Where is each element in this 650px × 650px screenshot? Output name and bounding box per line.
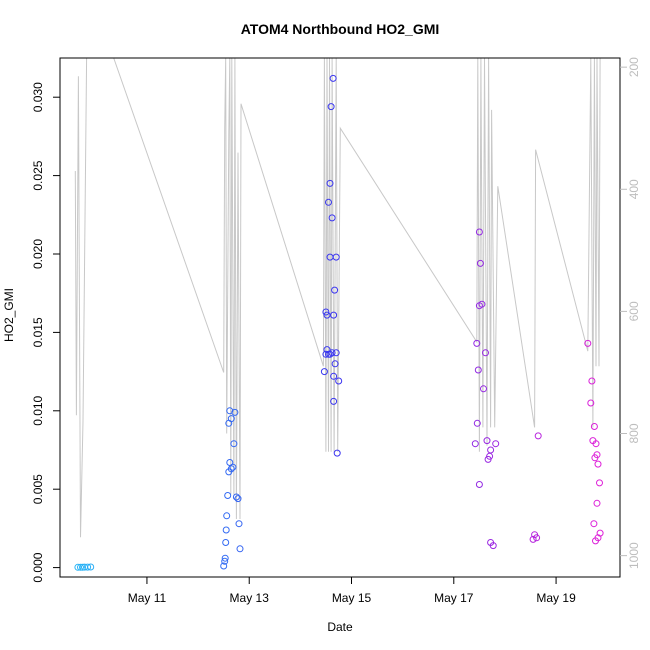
y-axis-label: HO2_GMI — [2, 288, 16, 342]
data-point — [231, 408, 239, 416]
y2-tick-label: 200 — [627, 57, 641, 77]
data-point — [475, 228, 483, 236]
x-tick-label: May 11 — [128, 591, 167, 605]
data-point — [227, 465, 235, 473]
data-point — [483, 437, 491, 445]
data-point — [487, 446, 495, 454]
data-point — [236, 545, 244, 553]
data-point — [587, 399, 595, 407]
y-tick-label: 0.025 — [31, 160, 45, 190]
data-point — [489, 542, 497, 550]
data-point — [84, 563, 92, 571]
data-point — [475, 481, 483, 488]
y2-tick-label: 400 — [627, 179, 641, 199]
data-point — [584, 339, 592, 347]
data-point — [234, 495, 242, 503]
y-tick-label: 0.000 — [31, 552, 45, 582]
y2-tick-label: 1000 — [627, 542, 641, 569]
data-point — [326, 350, 334, 358]
x-axis: May 11 May 13 May 15 May 17 May 19 — [128, 576, 576, 605]
data-point — [592, 440, 600, 448]
y2-tick-label: 600 — [627, 301, 641, 321]
data-point — [476, 259, 484, 267]
data-point — [596, 479, 603, 487]
data-point — [332, 253, 340, 261]
data-point — [323, 311, 331, 319]
data-point — [226, 459, 234, 466]
data-point — [482, 349, 489, 357]
data-point — [533, 534, 541, 542]
data-point — [232, 493, 240, 501]
data-point — [588, 377, 596, 385]
y-tick-label: 0.030 — [31, 82, 45, 112]
data-point — [596, 529, 604, 537]
data-point — [480, 385, 487, 393]
right-pressure-axis: 200 400 600 800 1000 — [620, 57, 641, 569]
data-point — [322, 308, 330, 316]
data-point — [474, 366, 482, 374]
data-point — [229, 463, 237, 471]
data-point — [331, 286, 339, 294]
data-point — [329, 74, 337, 82]
y-tick-label: 0.020 — [31, 239, 45, 269]
y-tick-label: 0.010 — [31, 395, 45, 425]
x-tick-label: May 17 — [434, 591, 474, 605]
data-point — [335, 377, 343, 385]
pressure-line — [74, 58, 601, 538]
data-point — [326, 179, 334, 187]
data-point — [222, 539, 230, 546]
data-point — [471, 440, 479, 448]
data-point — [87, 563, 95, 571]
data-points-layer — [74, 74, 604, 571]
x-tick-label: May 15 — [332, 591, 372, 605]
data-point — [593, 451, 601, 459]
data-point — [235, 520, 243, 528]
data-point — [227, 415, 235, 423]
y2-tick-label: 800 — [627, 423, 641, 443]
data-point — [333, 449, 341, 457]
data-point — [223, 512, 231, 520]
data-point — [325, 198, 332, 206]
y-axis: 0.000 0.005 0.010 0.015 0.020 0.025 0.030 — [31, 82, 60, 583]
data-point — [230, 440, 238, 448]
y-tick-label: 0.015 — [31, 317, 45, 347]
data-point — [222, 526, 230, 534]
data-point — [590, 520, 598, 528]
y-tick-label: 0.005 — [31, 474, 45, 504]
data-point — [473, 419, 481, 427]
data-point — [594, 460, 602, 468]
x-tick-label: May 19 — [536, 591, 576, 605]
data-point — [320, 368, 328, 376]
data-point — [221, 554, 229, 562]
chart-title: ATOM4 Northbound HO2_GMI — [241, 21, 440, 37]
data-point — [492, 440, 500, 448]
data-point — [327, 103, 335, 111]
data-point — [534, 432, 542, 440]
data-point — [332, 349, 340, 357]
data-point — [220, 562, 228, 570]
data-point — [74, 563, 82, 571]
data-point — [221, 557, 229, 565]
data-point — [473, 339, 481, 347]
data-point — [331, 360, 339, 368]
data-point — [224, 492, 232, 499]
data-point — [330, 372, 338, 380]
pressure-line-layer — [74, 58, 601, 538]
data-point — [593, 499, 601, 507]
data-point — [330, 311, 338, 319]
data-point — [77, 563, 84, 571]
data-point — [328, 349, 336, 357]
x-axis-label: Date — [327, 620, 353, 634]
x-tick-label: May 13 — [230, 591, 270, 605]
data-point — [322, 350, 330, 358]
data-point — [330, 397, 338, 405]
data-point — [529, 535, 537, 543]
data-point — [328, 214, 336, 222]
data-point — [326, 253, 334, 261]
data-point — [478, 300, 486, 308]
data-point — [590, 423, 598, 430]
